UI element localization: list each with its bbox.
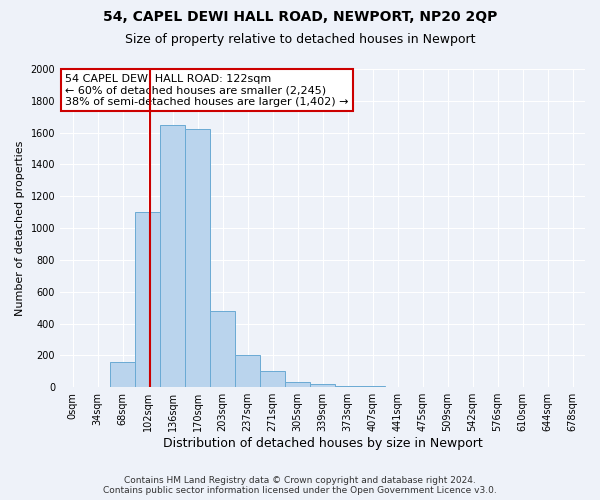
Bar: [110, 362, 135, 387]
Bar: [235, 356, 260, 387]
Bar: [135, 212, 160, 387]
Bar: [210, 311, 235, 387]
Bar: [360, 386, 385, 387]
Bar: [285, 382, 310, 387]
Text: Size of property relative to detached houses in Newport: Size of property relative to detached ho…: [125, 32, 475, 46]
Bar: [310, 384, 335, 387]
Bar: [185, 130, 210, 387]
Text: 54, CAPEL DEWI HALL ROAD, NEWPORT, NP20 2QP: 54, CAPEL DEWI HALL ROAD, NEWPORT, NP20 …: [103, 10, 497, 24]
Bar: [335, 386, 360, 387]
X-axis label: Distribution of detached houses by size in Newport: Distribution of detached houses by size …: [163, 437, 482, 450]
Bar: [160, 124, 185, 387]
Bar: [260, 372, 285, 387]
Text: Contains HM Land Registry data © Crown copyright and database right 2024.
Contai: Contains HM Land Registry data © Crown c…: [103, 476, 497, 495]
Text: 54 CAPEL DEWI HALL ROAD: 122sqm
← 60% of detached houses are smaller (2,245)
38%: 54 CAPEL DEWI HALL ROAD: 122sqm ← 60% of…: [65, 74, 349, 107]
Y-axis label: Number of detached properties: Number of detached properties: [15, 140, 25, 316]
